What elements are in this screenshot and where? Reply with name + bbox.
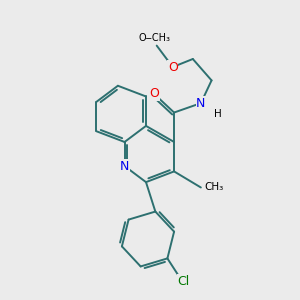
Text: O: O [149, 87, 159, 100]
Text: N: N [196, 97, 206, 110]
Text: CH₃: CH₃ [204, 182, 223, 193]
Text: Cl: Cl [177, 275, 190, 288]
Text: O‒CH₃: O‒CH₃ [138, 33, 170, 43]
Text: H: H [214, 109, 222, 119]
Text: O: O [168, 61, 178, 74]
Text: N: N [120, 160, 129, 172]
